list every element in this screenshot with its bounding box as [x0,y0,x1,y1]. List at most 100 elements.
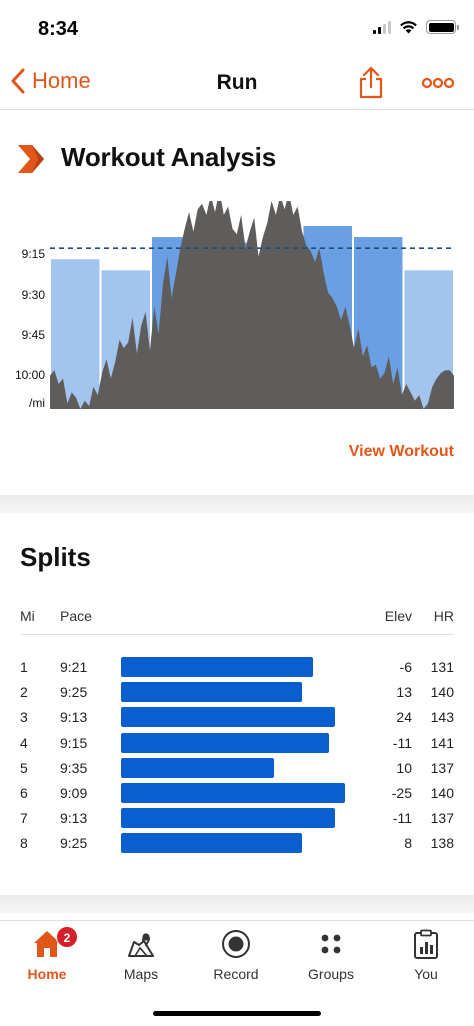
back-label: Home [32,68,91,93]
tab-maps[interactable]: Maps [94,921,188,991]
split-mile: 3 [20,709,28,726]
tab-bar: 2 Home Maps Record Groups [0,920,474,1026]
workout-analysis-title: Workout Analysis [61,142,276,172]
split-mile: 5 [20,759,28,776]
split-row: 1 9:21 -6 131 [20,657,454,677]
groups-icon [321,934,341,954]
split-pace: 9:13 [60,709,88,726]
map-icon [128,933,154,957]
workout-analysis-section: Workout Analysis 9:15 9:30 9:45 10:00/mi Vi… [0,111,474,495]
battery-icon [426,20,459,34]
view-workout-link[interactable]: View Workout [348,443,454,460]
split-elevation: -6 [399,659,412,675]
share-button[interactable] [358,66,384,105]
split-heart-rate: 140 [430,684,454,701]
strava-chevron-icon [18,145,44,173]
splits-header: Mi Pace Elev HR [20,608,454,635]
split-elevation: 13 [396,684,412,701]
split-row: 3 9:13 24 143 [20,707,454,728]
split-pace-bar [121,682,302,703]
split-pace: 9:25 [60,684,88,701]
chevron-left-icon [11,68,25,94]
split-heart-rate: 140 [430,785,454,801]
tab-label: Groups [308,966,354,982]
splits-title: Splits [20,542,91,572]
more-options-button[interactable] [421,76,455,94]
y-axis-ticks: 9:15 9:30 9:45 10:00/mi [15,247,45,410]
split-mile: 8 [20,835,28,852]
split-elevation: -11 [392,734,412,751]
section-divider [0,495,474,513]
split-elevation: -25 [391,785,412,801]
split-row: 2 9:25 13 140 [20,682,454,703]
home-indicator [153,1011,321,1016]
split-heart-rate: 138 [430,835,454,852]
clipboard-icon [414,929,438,959]
split-pace-bar [121,833,302,854]
split-pace-bar [121,657,313,677]
y-tick-label: 10:00 [15,368,45,382]
pace-area [50,201,454,409]
split-elevation: -11 [392,810,412,827]
split-elevation: 10 [396,759,412,776]
back-button[interactable]: Home [10,68,91,94]
status-bar: 8:34 [0,0,474,58]
pace-area-layer [50,201,454,409]
split-mile: 1 [20,659,28,675]
split-pace-bar [121,757,275,778]
tab-label: Maps [123,966,159,982]
split-pace: 9:09 [60,785,88,801]
tab-label: You [414,966,438,982]
split-mile: 7 [20,810,28,827]
y-tick-label: 9:30 [22,288,46,302]
split-heart-rate: 141 [430,734,454,751]
split-row: 6 9:09 -25 140 [20,783,454,803]
split-heart-rate: 143 [430,709,454,726]
split-row: 4 9:15 -11 141 [20,732,454,753]
split-row: 5 9:35 10 137 [20,757,454,778]
nav-bar: Home Run [0,58,474,110]
more-horizontal-icon [421,77,455,89]
wifi-icon [400,21,417,34]
cellular-signal-icon [373,20,391,34]
split-pace: 9:15 [60,734,88,751]
y-tick-label: 9:15 [22,247,46,261]
split-pace-bar [121,732,329,753]
split-heart-rate: 131 [430,659,454,675]
section-divider [0,895,474,913]
tab-groups[interactable]: Groups [284,921,378,991]
split-pace: 9:25 [60,835,88,852]
split-row: 8 9:25 8 138 [20,833,454,854]
split-heart-rate: 137 [430,759,454,776]
y-tick-label: 9:45 [22,328,46,342]
header-hr: HR [433,608,454,624]
split-elevation: 24 [396,709,412,726]
split-pace-bar [121,707,335,728]
split-mile: 2 [20,684,28,701]
status-icons [373,20,459,34]
split-pace: 9:21 [60,659,88,675]
split-pace-bar [121,783,345,803]
split-heart-rate: 137 [430,810,454,827]
record-icon [222,930,250,958]
page-title: Run [216,71,258,94]
pace-chart[interactable]: 9:15 9:30 9:45 10:00/mi [0,201,474,431]
header-pace: Pace [60,608,92,624]
tab-label: Home [27,966,67,982]
tab-label: Record [213,966,259,982]
status-time: 8:34 [38,18,79,40]
split-row: 7 9:13 -11 137 [20,808,454,829]
split-mile: 6 [20,785,28,801]
share-icon [359,66,383,99]
split-elevation: 8 [404,835,412,852]
tab-home[interactable]: 2 Home [0,921,94,991]
header-elev: Elev [384,608,412,624]
notification-badge: 2 [56,926,78,948]
split-pace: 9:35 [60,759,88,776]
home-icon [34,931,60,957]
y-tick-label: /mi [29,396,45,410]
tab-you[interactable]: You [379,921,473,991]
split-pace: 9:13 [60,810,88,827]
header-mi: Mi [20,608,35,624]
tab-record[interactable]: Record [189,921,283,991]
